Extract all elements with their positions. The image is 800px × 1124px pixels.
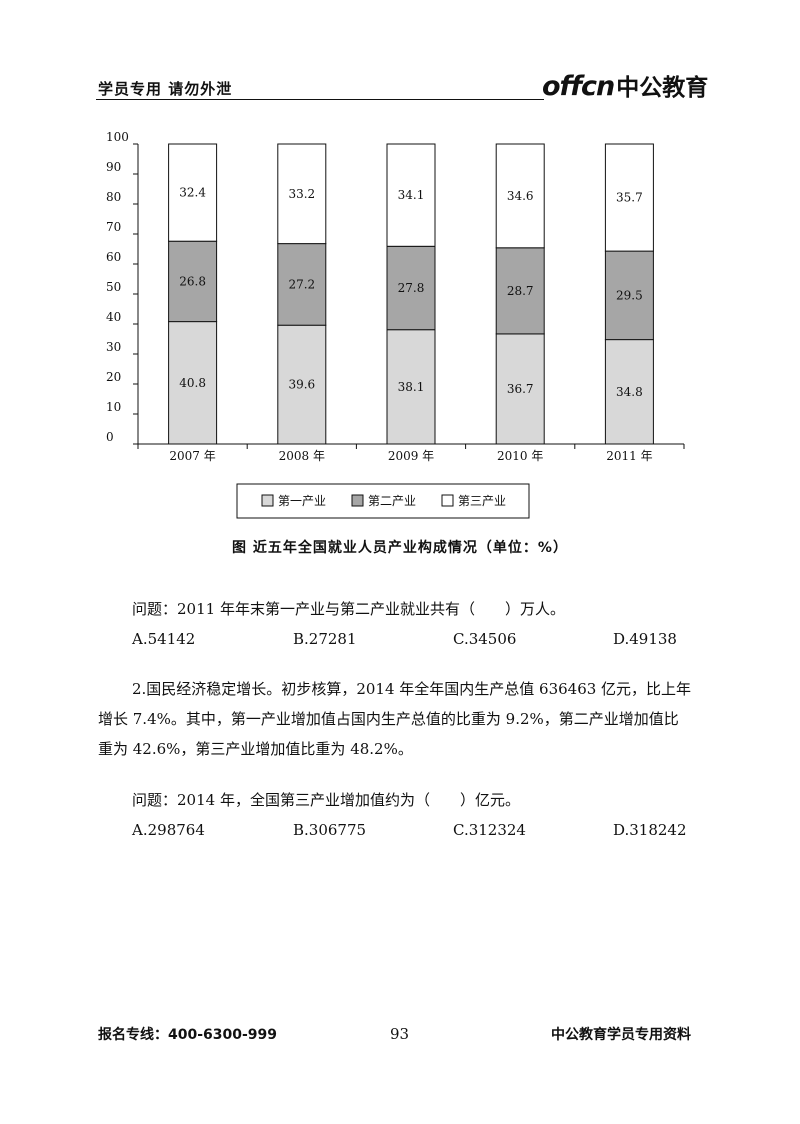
x-tick-label: 2008 年 [279, 449, 325, 463]
logo-en: offcn [542, 71, 615, 102]
y-tick-label: 0 [106, 430, 114, 444]
y-tick-label: 50 [106, 280, 121, 294]
question-1-option-c: C.34506 [453, 630, 517, 648]
question-2-text: 问题：2014 年，全国第三产业增加值约为（ ）亿元。 [132, 791, 520, 809]
bar-segment-2 [386, 245, 436, 331]
question-1-option-d: D.49138 [613, 630, 677, 648]
stacked-bar-chart: 0 10 20 30 40 50 60 70 80 90 100 2007 年 2008 年 2009 … [106, 130, 685, 519]
x-tick-label: 2009 年 [388, 449, 434, 463]
legend-swatch [351, 494, 364, 507]
header-notice: 学员专用 请勿外泄 [98, 80, 233, 98]
data-label: 27.2 [288, 277, 315, 291]
bar-group: 40.8 26.8 32.4 39.6 27.2 33.2 38.1 27.8 34.1 36.7… [168, 143, 654, 445]
question-1-option-b: B.27281 [293, 630, 357, 648]
question-2-option-a: A.298764 [132, 821, 205, 839]
bar-segment-3 [386, 143, 436, 247]
data-label: 28.7 [507, 284, 534, 298]
y-axis: 0 10 20 30 40 50 60 70 80 90 100 [106, 130, 139, 445]
y-tick-label: 20 [106, 370, 121, 384]
x-tick-label: 2011 年 [606, 449, 652, 463]
bar-segment-1 [386, 329, 436, 445]
bar-segment-1 [168, 321, 218, 445]
question-1-text: 问题：2011 年年末第一产业与第二产业就业共有（ ）万人。 [132, 600, 565, 618]
data-label: 39.6 [288, 378, 315, 392]
y-tick-label: 40 [106, 310, 121, 324]
bar-segment-1 [277, 324, 327, 445]
bar-segment-2 [168, 240, 218, 323]
question-2-option-c: C.312324 [453, 821, 526, 839]
bar-segment-2 [495, 247, 545, 335]
logo-cn: 中公教育 [616, 75, 709, 101]
legend-label: 第三产业 [458, 494, 506, 508]
data-label: 33.2 [288, 187, 315, 201]
bar-segment-2 [277, 243, 327, 326]
bar-segment-3 [495, 143, 545, 249]
data-label: 27.8 [398, 281, 425, 295]
bar-segment-3 [604, 143, 654, 252]
x-tick-label: 2010 年 [497, 449, 543, 463]
legend-box [236, 483, 530, 519]
y-tick-label: 30 [106, 340, 121, 354]
data-label: 36.7 [507, 382, 534, 396]
legend-swatch [441, 494, 454, 507]
data-label: 29.5 [616, 288, 643, 302]
data-label: 35.7 [616, 191, 643, 205]
paragraph-2-line-3: 重为 42.6%，第三产业增加值比重为 48.2%。 [98, 740, 413, 758]
legend-label: 第二产业 [368, 494, 416, 508]
paragraph-2-line-2: 增长 7.4%。其中，第一产业增加值占国内生产总值的比重为 9.2%，第二产业增… [98, 710, 679, 728]
legend-label: 第一产业 [278, 494, 326, 508]
chart-caption: 图 近五年全国就业人员产业构成情况（单位：%） [232, 540, 568, 556]
y-tick-label: 60 [106, 250, 121, 264]
bar-segment-1 [604, 339, 654, 445]
y-tick-label: 100 [106, 130, 129, 144]
y-tick-label: 90 [106, 160, 121, 174]
question-1-option-a: A.54142 [132, 630, 196, 648]
data-label: 34.8 [616, 385, 643, 399]
bar-segment-1 [495, 333, 545, 445]
question-2-option-d: D.318242 [613, 821, 687, 839]
bar-segment-3 [168, 143, 218, 242]
y-tick-label: 70 [106, 220, 121, 234]
data-label: 32.4 [179, 186, 206, 200]
page-number: 93 [390, 1025, 410, 1043]
data-label: 38.1 [398, 380, 425, 394]
y-tick-label: 10 [106, 400, 121, 414]
data-label: 40.8 [179, 376, 206, 390]
data-label: 26.8 [179, 274, 206, 288]
x-axis: 2007 年 2008 年 2009 年 2010 年 2011 年 [137, 443, 685, 463]
header-rule [96, 99, 544, 100]
data-label: 34.1 [398, 188, 425, 202]
footer-hotline: 报名专线：400-6300-999 [98, 1027, 278, 1043]
legend: 第一产业 第二产业 第三产业 [236, 483, 530, 519]
data-label: 34.6 [507, 189, 534, 203]
y-tick-label: 80 [106, 190, 121, 204]
question-2-option-b: B.306775 [293, 821, 367, 839]
x-tick-label: 2007 年 [169, 449, 215, 463]
footer-right-text: 中公教育学员专用资料 [551, 1027, 691, 1043]
bar-segment-3 [277, 143, 327, 245]
paragraph-2-line-1: 2.国民经济稳定增长。初步核算，2014 年全年国内生产总值 636463 亿元… [132, 680, 692, 698]
bar-segment-2 [604, 250, 654, 341]
legend-swatch [261, 494, 274, 507]
offcn-logo: offcn中公教育 [542, 68, 708, 102]
